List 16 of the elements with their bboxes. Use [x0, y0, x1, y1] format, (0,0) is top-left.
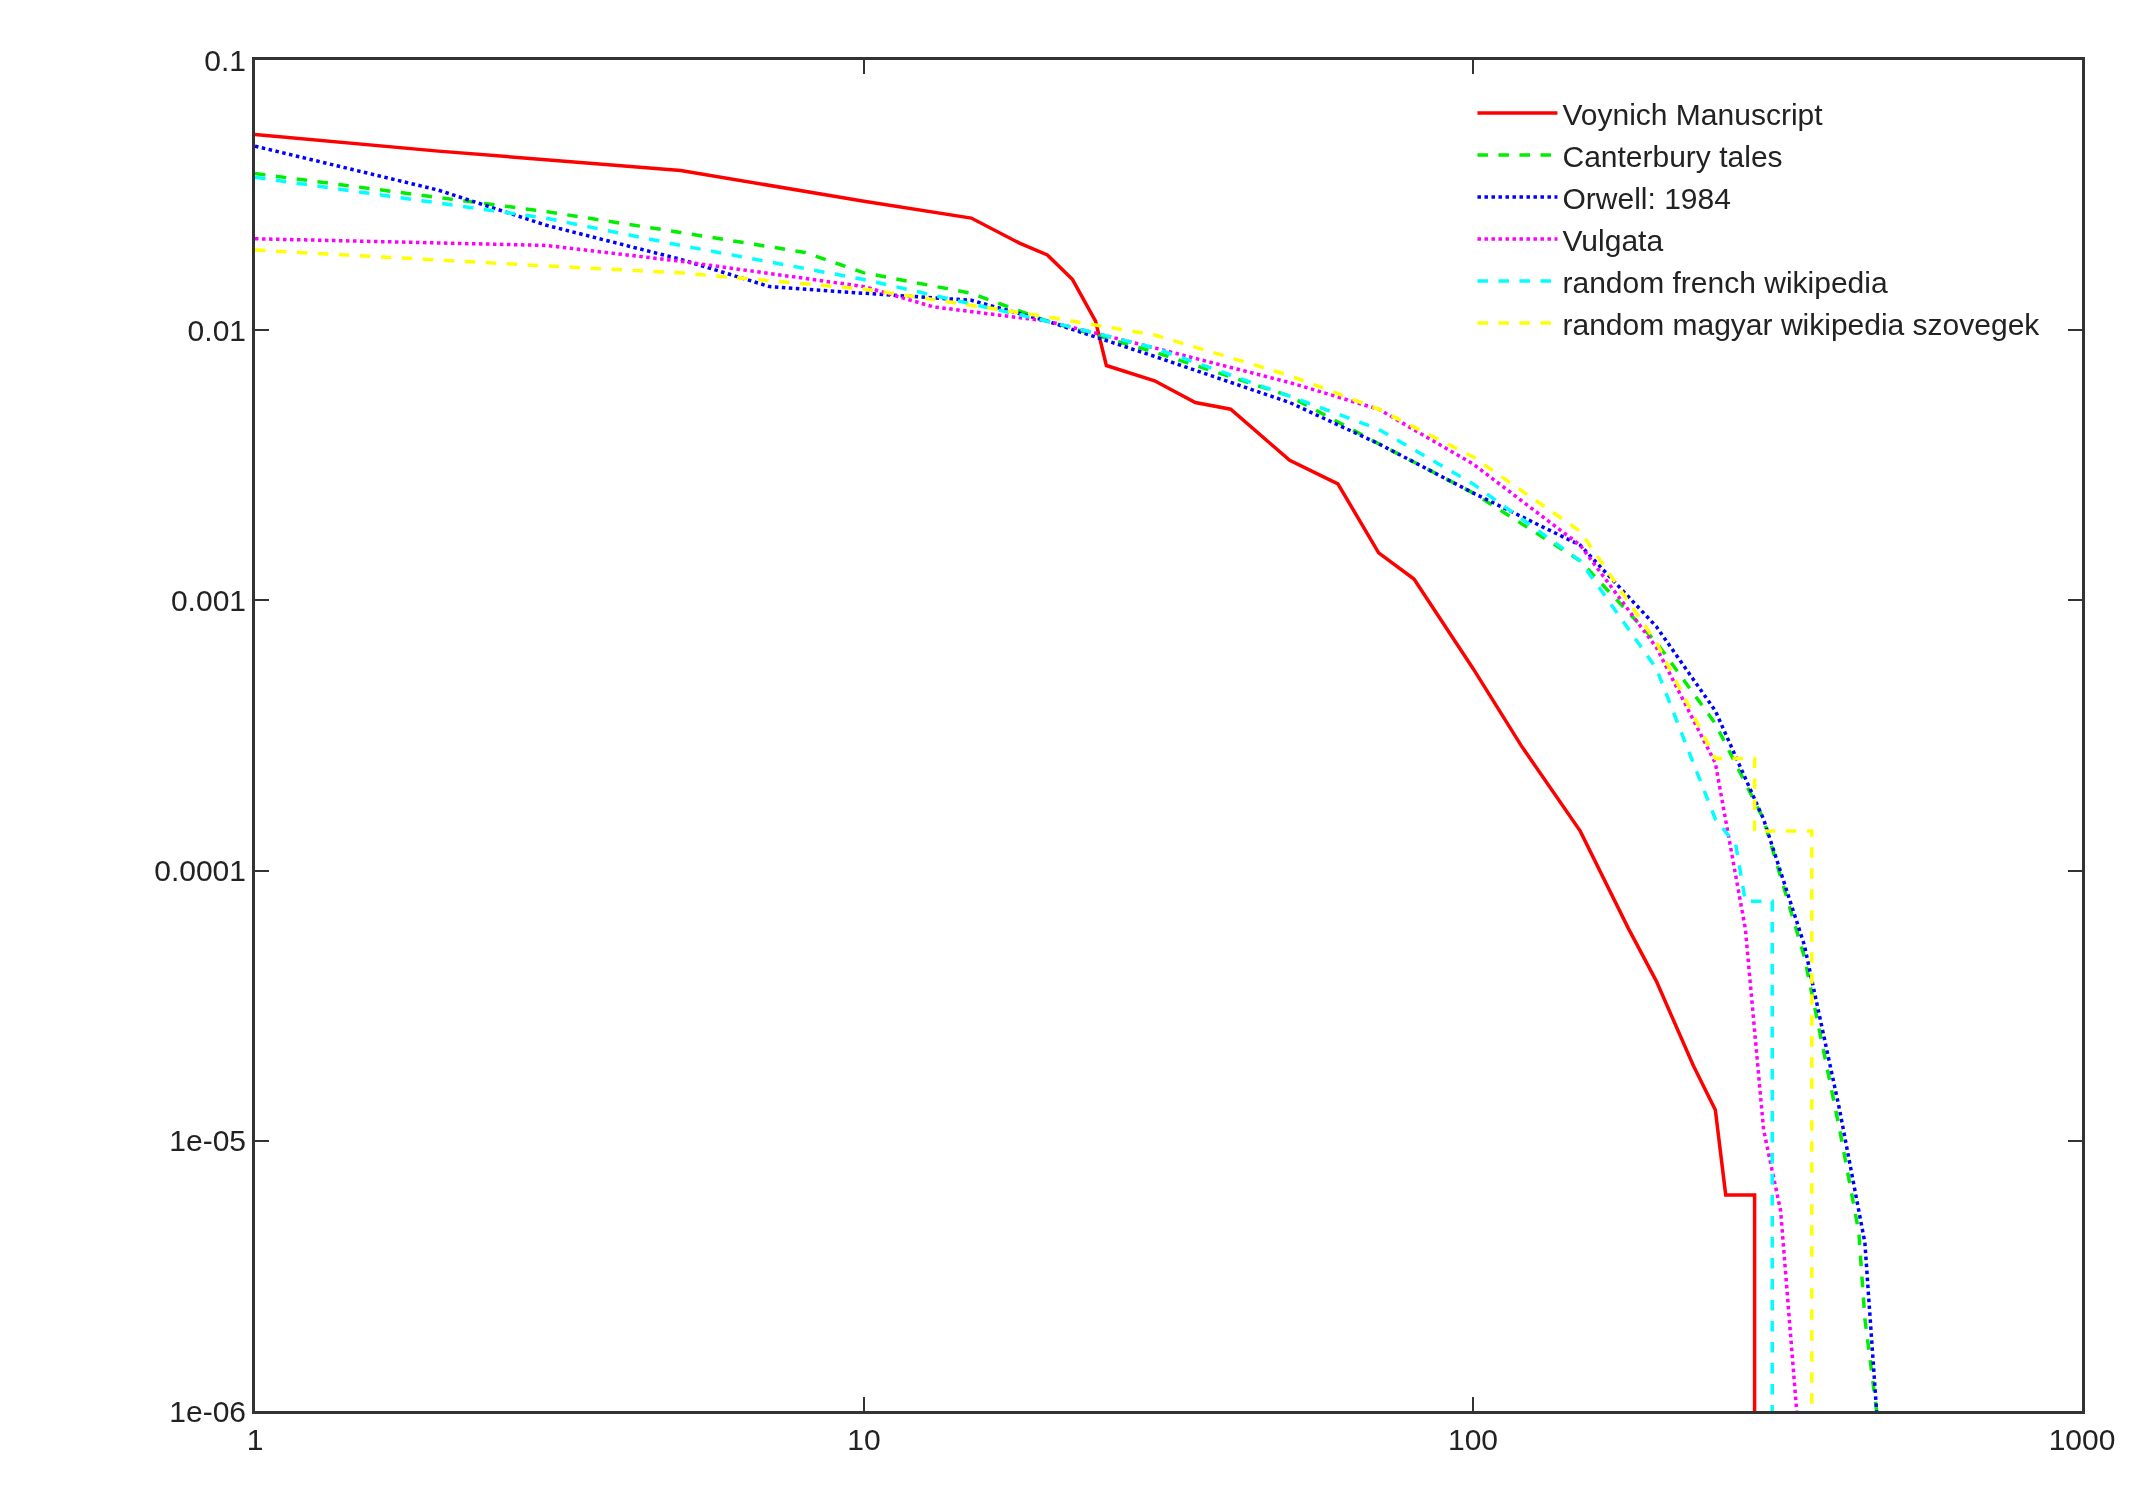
y-tick-label: 1e-05 — [169, 1124, 246, 1158]
x-tick-label: 10 — [847, 1423, 881, 1456]
y-tick-label: 1e-06 — [169, 1394, 246, 1428]
y-tick-label: 0.001 — [170, 583, 246, 617]
x-tick-label: 1000 — [2048, 1423, 2116, 1456]
y-tick-label: 0.0001 — [154, 854, 246, 888]
y-tick-label: 0.01 — [187, 313, 246, 347]
legend-label: Orwell: 1984 — [1562, 181, 1731, 215]
legend-label: Vulgata — [1562, 223, 1664, 257]
y-tick-label: 0.1 — [204, 43, 246, 77]
x-tick-label: 100 — [1447, 1423, 1499, 1456]
legend-label: random magyar wikipedia szovegek — [1562, 307, 2041, 341]
legend-label: Canterbury tales — [1562, 139, 1783, 173]
legend-label: Voynich Manuscript — [1562, 97, 1824, 131]
legend-label: random french wikipedia — [1562, 265, 1888, 299]
x-tick-label: 1 — [246, 1423, 264, 1456]
